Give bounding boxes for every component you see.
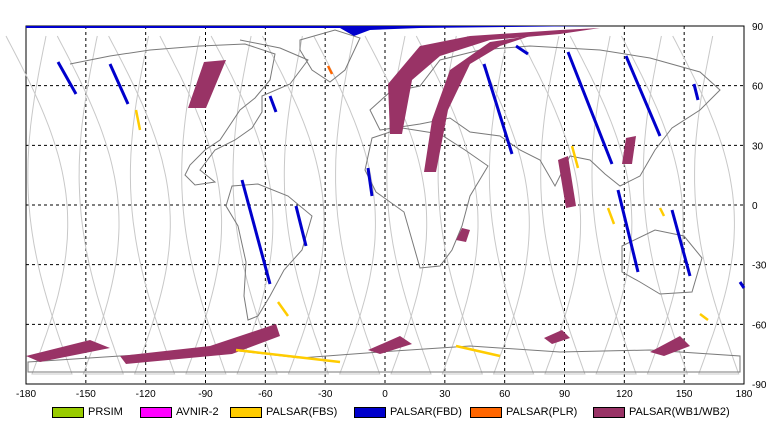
coastlines [27,29,741,373]
swath-fbd-1 [56,61,78,95]
swath-fbd-9 [616,189,640,273]
swath-wb-india [558,156,576,208]
legend-swatch [593,406,625,418]
swath-fbd-8 [624,55,662,137]
x-tick-label: -60 [258,389,273,400]
swath-fbd-arctic [26,26,600,36]
north-america-outline [69,39,309,186]
legend-label: PALSAR(FBS) [266,406,338,418]
orbit-track [467,35,535,375]
legend-label: PALSAR(PLR) [506,406,578,418]
legend-swatch [140,406,172,418]
swath-wb-antarctica-3 [368,336,412,354]
y-tick-label: 60 [752,82,764,93]
orbit-track [56,35,125,375]
swath-fbd-10 [670,209,692,277]
swath-fbd-2 [108,63,130,105]
orbit-track [210,35,278,375]
swath-fbd-3 [240,179,272,285]
swath-wb-north-atlantic [388,28,600,134]
legend-item: AVNIR-2 [140,402,219,422]
y-tick-label: 90 [752,22,764,33]
swath-fbs-6 [235,348,341,364]
swath-fbd-6 [482,63,514,155]
orbit-track [108,35,176,375]
swath-plr-1 [326,65,334,75]
orbit-track [313,35,381,375]
legend-label: PRSIM [88,406,123,418]
swath-wb-china [622,136,636,164]
africa-outline [364,127,489,269]
legend-swatch [52,406,84,418]
y-tick-label: -60 [752,320,767,331]
legend-label: PALSAR(WB1/WB2) [629,406,730,418]
x-tick-label: 60 [499,389,511,400]
x-tick-label: -180 [16,389,36,400]
orbit-track [672,35,740,375]
y-axis-labels: 90 60 30 0 -30 -60 -90 [752,22,767,391]
legend: PRSIM AVNIR-2 PALSAR(FBS) PALSAR(FBD) PALSAR… [0,402,770,422]
orbit-track [261,35,330,375]
legend-item: PALSAR(WB1/WB2) [593,402,730,422]
x-tick-label: -150 [76,389,96,400]
x-tick-label: 30 [439,389,451,400]
swath-fbd-14 [738,281,746,289]
swath-wb-antarctica-1 [26,340,110,362]
swath-fbs-5 [455,344,501,358]
x-tick-label: 180 [736,389,753,400]
y-tick-label: -90 [752,380,767,391]
swath-wb-europe [424,36,530,172]
orbit-track [5,35,73,375]
orbit-track [364,35,432,375]
swath-wb-antarctica-4 [544,330,570,344]
orbit-track [159,35,227,375]
swath-fbd-5 [366,167,374,197]
swath-wb-africa [456,228,470,242]
legend-item: PALSAR(PLR) [470,402,577,422]
swath-wb-antarctica-5 [650,336,690,356]
legend-swatch [354,406,386,418]
greenland-outline [299,29,361,83]
legend-swatch [470,406,502,418]
x-tick-label: -120 [136,389,156,400]
swath-fbs-2 [570,145,580,169]
swath-fbd-7 [566,51,614,165]
legend-item: PALSAR(FBD) [354,402,462,422]
orbit-track [569,35,637,375]
swath-wb-canada [188,60,226,108]
swath-fbs-7 [699,313,709,321]
x-tick-label: 150 [676,389,693,400]
x-tick-label: 120 [616,389,633,400]
swath-fbs-1 [134,109,142,131]
swath-fbd-11 [515,44,529,56]
swath-fbd-13 [692,83,700,101]
australia-outline [621,229,703,295]
legend-label: AVNIR-2 [176,406,219,418]
legend-item: PRSIM [52,402,123,422]
acquisition-swaths [26,26,746,364]
legend-label: PALSAR(FBD) [390,406,462,418]
south-america-outline [225,183,313,321]
x-axis-labels: -180 -150 -120 -90 -60 -30 0 30 60 90 120 150 180 [16,389,753,400]
legend-swatch [230,406,262,418]
x-tick-label: 0 [382,389,388,400]
orbit-track [620,35,689,375]
world-map: -180 -150 -120 -90 -60 -30 0 30 60 90 120 150 180 90… [5,22,767,400]
swath-fbs-8 [658,207,666,217]
y-tick-label: 0 [752,201,758,212]
swath-fbs-4 [276,301,290,317]
swath-wb-antarctica-2 [120,324,280,364]
y-tick-label: 30 [752,141,764,152]
orbit-track [518,35,586,375]
x-tick-label: 90 [559,389,571,400]
y-tick-label: -30 [752,261,767,272]
legend-item: PALSAR(FBS) [230,402,337,422]
swath-fbs-3 [606,207,616,225]
x-tick-label: -30 [318,389,333,400]
x-tick-label: -90 [198,389,213,400]
swath-fbd-4 [294,205,308,247]
swath-fbd-12 [268,95,278,113]
